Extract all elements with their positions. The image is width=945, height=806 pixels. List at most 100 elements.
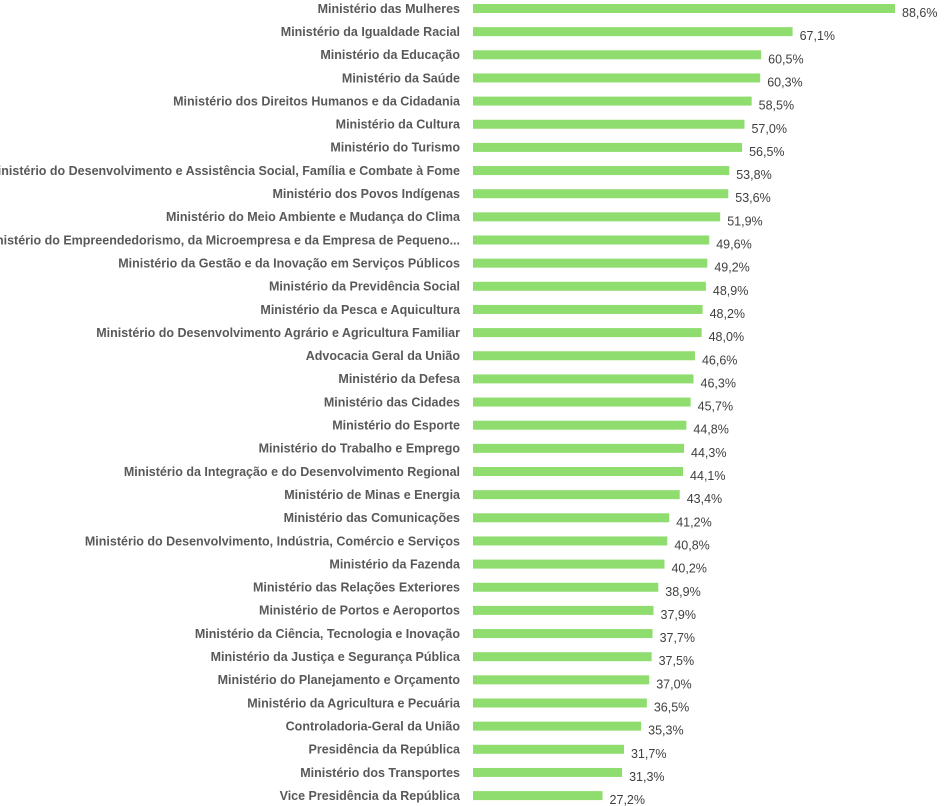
data-label: 43,4% [687,492,722,506]
bar [473,304,703,314]
bar [473,4,895,13]
category-label: Ministério da Integração e do Desenvolvi… [124,465,460,479]
data-label: 53,6% [735,191,770,205]
data-label: 67,1% [800,29,835,43]
category-label: Ministério das Comunicações [284,511,460,525]
data-label: 37,7% [660,631,695,645]
category-label: Ministério dos Transportes [300,766,460,780]
category-label: Ministério do Turismo [330,141,460,155]
bar [473,351,695,361]
data-label: 56,5% [749,145,784,159]
data-label: 37,5% [659,654,694,668]
bar [473,328,702,338]
category-label: Ministério do Desenvolvimento, Indústria… [85,534,460,548]
data-label: 38,9% [665,585,700,599]
bar [473,652,652,662]
bar [473,513,670,523]
data-label: 53,8% [736,168,771,182]
data-label: 45,7% [698,400,733,414]
data-label: 49,2% [714,261,749,275]
category-label: Ministério da Pesca e Aquicultura [260,303,461,317]
data-label: 48,2% [710,307,745,321]
data-label: 31,7% [631,747,666,761]
category-label: Ministério da Justiça e Segurança Públic… [211,650,461,664]
data-label: 49,6% [716,238,751,252]
data-label: 44,3% [691,446,726,460]
data-label: 31,3% [629,770,664,784]
category-label: Ministério de Minas e Energia [284,488,461,502]
category-label: Ministério da Defesa [338,372,461,386]
bar [473,397,691,407]
category-label: Ministério da Ciência, Tecnologia e Inov… [195,627,460,641]
data-label: 58,5% [759,99,794,113]
bar [473,281,706,291]
category-label: Ministério dos Direitos Humanos e da Cid… [173,94,461,108]
category-label: Ministério da Previdência Social [269,280,460,294]
category-label: Ministério da Cultura [336,118,461,132]
bar [473,50,762,60]
category-label: Ministério de Portos e Aeroportos [259,604,460,618]
category-label: Ministério da Agricultura e Pecuária [247,696,461,710]
bar [473,791,603,801]
category-label: Ministério do Desenvolvimento e Assistên… [0,164,460,178]
bar [473,189,729,199]
category-label: Ministério das Cidades [324,395,460,409]
data-label: 40,8% [674,538,709,552]
category-label: Ministério da Fazenda [329,557,461,571]
bar [473,744,624,754]
category-label: Advocacia Geral da União [306,349,461,363]
bar [473,96,752,106]
category-label: Ministério da Saúde [342,71,460,85]
category-label: Ministério da Igualdade Racial [281,25,460,39]
bar [473,675,650,685]
data-label: 51,9% [727,214,762,228]
data-label: 60,3% [767,75,802,89]
bar [473,119,745,129]
data-label: 35,3% [648,724,683,738]
bar [473,490,680,500]
category-label: Ministério do Desenvolvimento Agrário e … [96,326,460,340]
bar [473,27,793,37]
data-label: 40,2% [671,562,706,576]
data-label: 48,0% [709,330,744,344]
bar [473,559,665,569]
bar [473,212,721,222]
bar [473,235,710,245]
category-label: Ministério das Relações Exteriores [253,581,460,595]
bar [473,605,654,615]
category-label: Ministério do Empreendedorismo, da Micro… [0,233,460,247]
bar [473,374,694,384]
data-label: 57,0% [751,122,786,136]
data-label: 60,5% [768,52,803,66]
bar [473,767,623,777]
category-label: Ministério da Educação [320,48,460,62]
data-label: 37,0% [656,677,691,691]
category-label: Ministério da Gestão e da Inovação em Se… [118,256,460,270]
category-label: Ministério dos Povos Indígenas [272,187,460,201]
category-label: Ministério do Trabalho e Emprego [259,442,461,456]
category-label: Controladoria-Geral da União [286,719,461,733]
category-label: Ministério do Esporte [332,419,460,433]
bar [473,721,642,731]
bar [473,467,684,476]
bar [473,536,668,546]
bar [473,258,708,268]
category-label: Ministério das Mulheres [318,2,460,16]
data-label: 37,9% [661,608,696,622]
data-label: 41,2% [676,515,711,529]
data-label: 46,3% [701,376,736,390]
bar [473,443,684,453]
data-label: 48,9% [713,284,748,298]
bar [473,698,647,708]
bar [473,629,653,639]
category-label: Vice Presidência da República [280,789,461,803]
category-label: Ministério do Planejamento e Orçamento [218,673,461,687]
bar [473,73,761,83]
category-label: Ministério do Meio Ambiente e Mudança do… [166,210,461,224]
data-label: 44,1% [690,469,725,483]
data-label: 88,6% [902,6,937,20]
data-label: 46,6% [702,353,737,367]
bar [473,142,743,152]
data-label: 36,5% [654,701,689,715]
